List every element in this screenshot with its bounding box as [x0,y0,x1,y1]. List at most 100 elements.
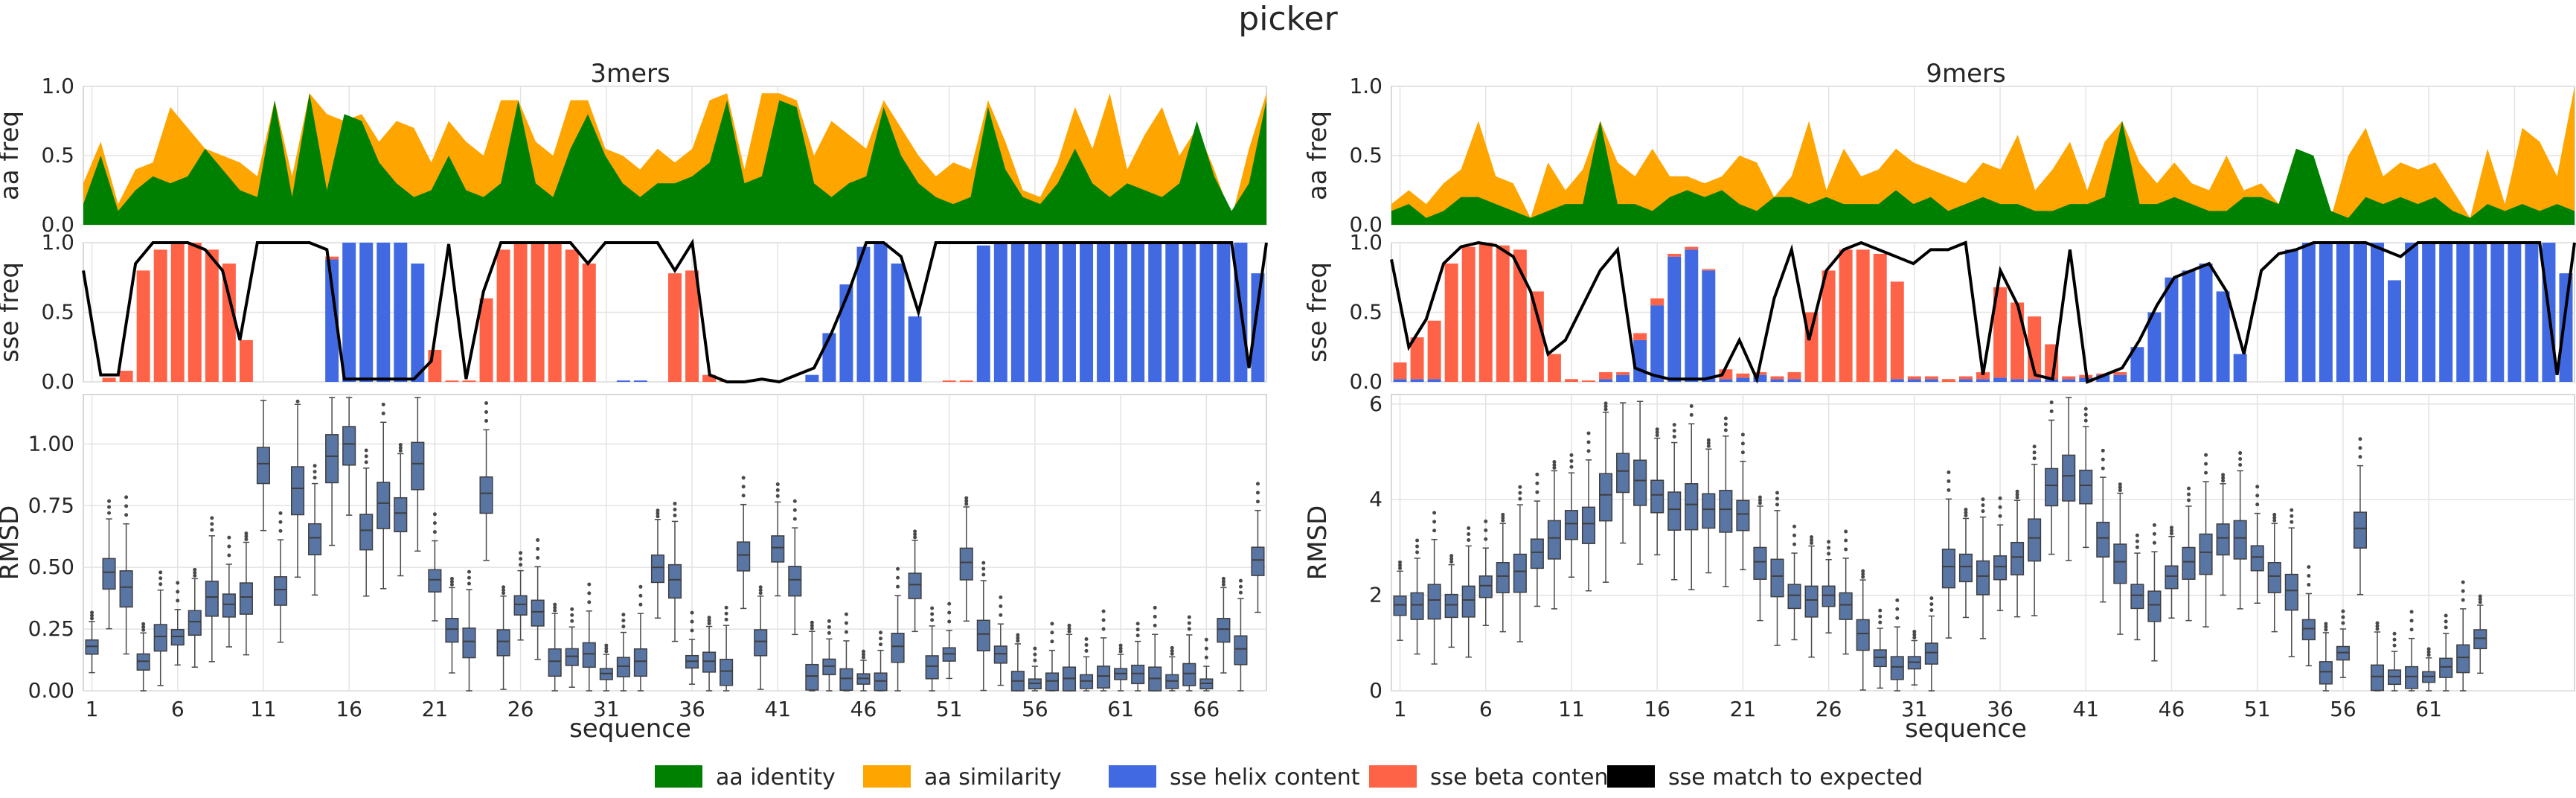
sse-freq-subplot: 0.0 0.5 1.0 sse freq [1303,230,2576,394]
beta-bar [1685,246,1699,250]
box-position-14 [308,464,322,596]
box-position-21 [1736,432,1750,571]
beta-bar [1461,246,1476,382]
outlier-point [1535,490,1539,494]
outlier-point [1050,622,1054,626]
box [2165,565,2179,590]
outlier-point [2358,446,2362,450]
outlier-point [638,584,643,589]
outlier-point [2083,412,2088,417]
beta-bar [153,249,167,382]
legend-label: sse helix content [1170,765,1360,791]
box [2319,661,2333,685]
x-tick-label: 16 [1644,697,1670,721]
outlier-point [1740,432,1745,437]
outlier-point [536,537,540,542]
box-position-7 [188,567,202,668]
box-position-38 [720,605,734,692]
box-position-37 [2011,489,2025,618]
outlier-point [210,516,214,520]
box-position-57 [1045,622,1060,692]
box-position-32 [1924,596,1938,692]
y-tick-label: 1.00 [28,431,74,456]
beta-bar [942,380,956,382]
beta-bar [462,380,476,382]
outlier-point [193,573,197,578]
x-axis-label: sequence [569,714,691,744]
box [1685,483,1699,531]
box-position-39 [737,476,751,610]
x-tick-label: 56 [2330,697,2356,721]
outlier-point [2409,628,2414,632]
outlier-point [2049,400,2054,405]
helix-bar [1890,379,1904,382]
outlier-point [107,499,112,503]
box [1890,656,1904,680]
box [2473,629,2487,650]
x-tick-label: 26 [1816,697,1842,721]
helix-bar [2473,243,2487,382]
box-position-32 [616,613,630,692]
outlier-point [896,575,900,580]
box [702,651,717,673]
outlier-point [1484,519,1488,523]
box-position-37 [702,616,717,692]
box [428,569,442,593]
box-position-64 [1165,645,1179,692]
outlier-point [1964,508,1968,512]
outlier-point [1101,627,1106,631]
panel-title: 9mers [1926,59,2005,89]
box-position-52 [2267,512,2281,633]
helix-bar [2319,243,2333,382]
outlier-point [2169,532,2173,536]
box [754,629,768,657]
helix-bar [2233,354,2247,382]
outlier-point [519,551,523,555]
outlier-point [1535,472,1539,476]
box [2199,533,2213,575]
outlier-point [673,507,677,511]
outlier-point [1170,645,1174,650]
outlier-point [1501,515,1505,520]
outlier-point [1449,560,1454,564]
helix-bar [2301,243,2316,382]
box [1753,546,1767,580]
beta-bar [1444,264,1458,382]
outlier-point [775,482,780,486]
outlier-point [210,528,214,532]
box-position-35 [667,502,682,642]
legend-label: sse match to expected [1668,765,1923,791]
outlier-point [1947,470,1951,475]
outlier-point [1118,646,1123,651]
outlier-point [707,619,711,623]
box-position-46 [856,649,871,692]
outlier-point [2238,462,2243,467]
box-position-50 [925,606,939,692]
helix-bar [1907,379,1921,382]
outlier-point [947,610,952,615]
helix-bar [359,243,374,382]
outlier-point [2341,615,2345,619]
beta-bar [1822,270,1836,382]
outlier-point [2221,479,2226,483]
y-tick-label: 0.50 [28,555,74,579]
outlier-point [553,608,557,613]
beta-bar [239,339,253,382]
outlier-point [502,585,506,590]
box [908,572,922,599]
box-position-19 [1702,438,1716,574]
helix-bar [1393,379,1407,382]
box [479,476,493,514]
outlier-point [2426,653,2431,657]
box [1924,642,1938,665]
outlier-point [690,610,694,615]
beta-bar [1478,243,1493,382]
outlier-point [913,529,917,534]
outlier-point [810,623,814,628]
outlier-point [1432,520,1437,524]
helix-bar [2199,264,2213,382]
helix-bar [1958,379,1973,382]
helix-bar [1616,374,1630,382]
box-position-60 [1097,609,1111,692]
outlier-point [2409,610,2414,614]
